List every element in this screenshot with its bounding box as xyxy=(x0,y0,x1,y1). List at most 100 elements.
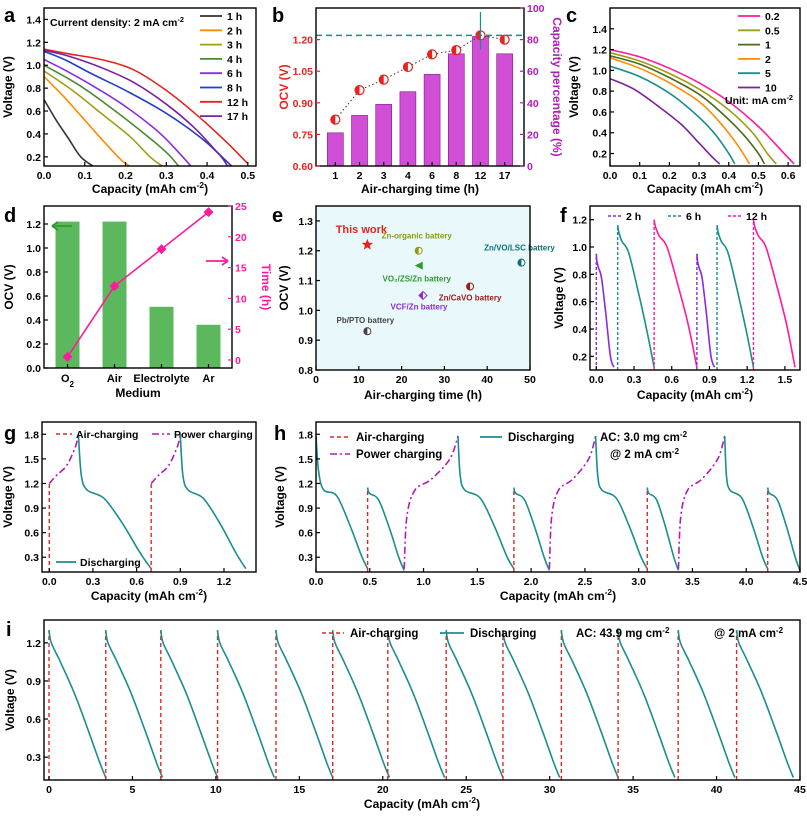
power-charge-curve xyxy=(677,435,726,569)
y-axis-label: OCV (V) xyxy=(2,264,16,309)
y-tick-label: 0.3 xyxy=(298,552,313,564)
discharge-curve xyxy=(735,630,795,778)
legend-label: 10 xyxy=(765,83,777,95)
y-tick-label: 0.2 xyxy=(592,149,607,161)
plot-frame xyxy=(315,7,525,167)
label-end: ) xyxy=(203,589,207,603)
y-tick-label: 0.3 xyxy=(26,752,41,764)
x-tick-label: 20 xyxy=(396,374,408,386)
discharge-curve xyxy=(445,630,504,778)
left-arrow-icon xyxy=(51,221,72,231)
label-base: Capacity (mAh cm xyxy=(637,388,742,402)
x-axis-label: Air-charging time (h) xyxy=(361,182,479,196)
label-superscript: -2 xyxy=(672,447,680,456)
point-label: Pb/PTO battery xyxy=(337,316,395,325)
legend-label: 3 h xyxy=(227,40,242,52)
x-tick-label: 0.5 xyxy=(362,576,377,588)
x-tick-label: 0.3 xyxy=(86,576,101,588)
label-superscript: -2 xyxy=(680,430,688,439)
label-superscript: -2 xyxy=(786,93,793,102)
y2-tick-label: 80 xyxy=(527,35,539,47)
x-tick-label: 3.0 xyxy=(631,576,646,588)
x-axis-label: Capacity (mAh cm-2) xyxy=(647,180,763,196)
y-tick-label: 0.60 xyxy=(293,161,314,173)
y-tick-label: 0.6 xyxy=(26,106,41,118)
x-tick-label: 17 xyxy=(499,170,511,182)
ocv-point-fill xyxy=(355,85,360,95)
legend-label: Air-charging xyxy=(356,432,424,444)
capacity-bar xyxy=(399,91,417,167)
discharge-curve xyxy=(653,219,698,368)
plot-background xyxy=(316,206,530,370)
y-tick-label: 0.6 xyxy=(26,291,41,303)
label-base: @ 2 mA cm xyxy=(714,628,776,640)
y-tick-label: 0.8 xyxy=(592,86,607,98)
y2-tick-label: 10 xyxy=(235,293,247,305)
x-axis-label: Capacity (mAh cm-2) xyxy=(92,180,208,196)
series-line xyxy=(609,51,777,165)
label-superscript: -2 xyxy=(662,626,670,635)
discharge-curve xyxy=(315,435,369,570)
legend-label: 2 h xyxy=(227,25,242,37)
panel-g: Air-charging Power charging Discharging 0.0… xyxy=(1,421,257,603)
x-tick-label: 5 xyxy=(130,784,136,796)
time-line xyxy=(66,211,209,358)
annotation: AC: 43.9 mg cm-2 xyxy=(576,626,670,641)
y-tick-label: 0.9 xyxy=(298,335,313,347)
x-tick-label: 30 xyxy=(439,374,451,386)
series-line xyxy=(43,48,249,165)
y-tick-label: 1.3 xyxy=(298,216,313,228)
x-tick-label: 40 xyxy=(711,784,723,796)
y-tick-label: 0.9 xyxy=(26,676,41,688)
x-tick-label: 0.0 xyxy=(42,576,57,588)
time-point xyxy=(109,281,120,292)
y-tick-label: 0.8 xyxy=(298,365,313,377)
legend-label: 5 xyxy=(765,68,771,80)
legend-label: 12 h xyxy=(227,97,248,109)
label-base: Current density: 2 mA cm xyxy=(50,17,177,29)
scatter-point-fill xyxy=(466,283,471,291)
x-tick-label: 0.0 xyxy=(37,170,52,182)
y-tick-label: 0.4 xyxy=(26,129,41,141)
discharge-curve xyxy=(48,630,107,778)
ocv-line xyxy=(334,34,505,120)
panel-label: c xyxy=(566,5,577,27)
x-axis-label: Capacity (mAh cm-2) xyxy=(91,587,207,603)
discharge-curve xyxy=(677,630,736,778)
y-axis-label: Voltage (V) xyxy=(273,466,287,528)
ocv-point-fill xyxy=(403,62,408,72)
scatter-point-fill xyxy=(419,291,423,300)
y-tick-label: 1.4 xyxy=(592,24,607,36)
scatter-point-fill xyxy=(517,259,522,267)
y2-tick-label: 100 xyxy=(527,3,545,15)
label-superscript: -2 xyxy=(742,386,750,396)
y-tick-label: 0.6 xyxy=(298,528,313,540)
label-base: Capacity (mAh cm xyxy=(91,589,196,603)
y2-tick-label: 15 xyxy=(235,263,247,275)
y-tick-label: 1.2 xyxy=(298,478,313,490)
x-tick-label: 35 xyxy=(627,784,639,796)
x-axis-label: Capacity (mAh cm-2) xyxy=(500,587,616,603)
label-superscript: -2 xyxy=(177,15,184,24)
scatter-point-fill xyxy=(415,247,419,255)
legend-label: 2 xyxy=(765,54,771,66)
y-tick-label: 1.2 xyxy=(298,246,313,258)
y-tick-label: 1.0 xyxy=(26,60,41,72)
label-base: Capacity (mAh cm xyxy=(500,589,605,603)
x-tick-label: 1 xyxy=(332,170,338,182)
plot-frame xyxy=(589,205,801,371)
y-tick-label: 0.75 xyxy=(293,129,314,141)
discharge-curve xyxy=(766,487,801,571)
series-line xyxy=(609,55,766,165)
y-tick-label: 0.6 xyxy=(592,107,607,119)
panel-f: 2 h 6 h 12 h 0.0 0.3 0.6 0.9 1.2 1.5 0.2 0.4 0.6 0.8… xyxy=(552,205,801,402)
discharge-curve xyxy=(387,630,446,778)
x-tick-label: 12 xyxy=(475,170,487,182)
label-superscript: -2 xyxy=(469,795,477,805)
x-tick-label: 6 xyxy=(429,170,435,182)
ocv-point-fill xyxy=(427,49,433,59)
x-tick-label: 0.3 xyxy=(159,170,174,182)
x-tick-label: 10 xyxy=(353,374,365,386)
power-charge-curve xyxy=(403,435,459,569)
